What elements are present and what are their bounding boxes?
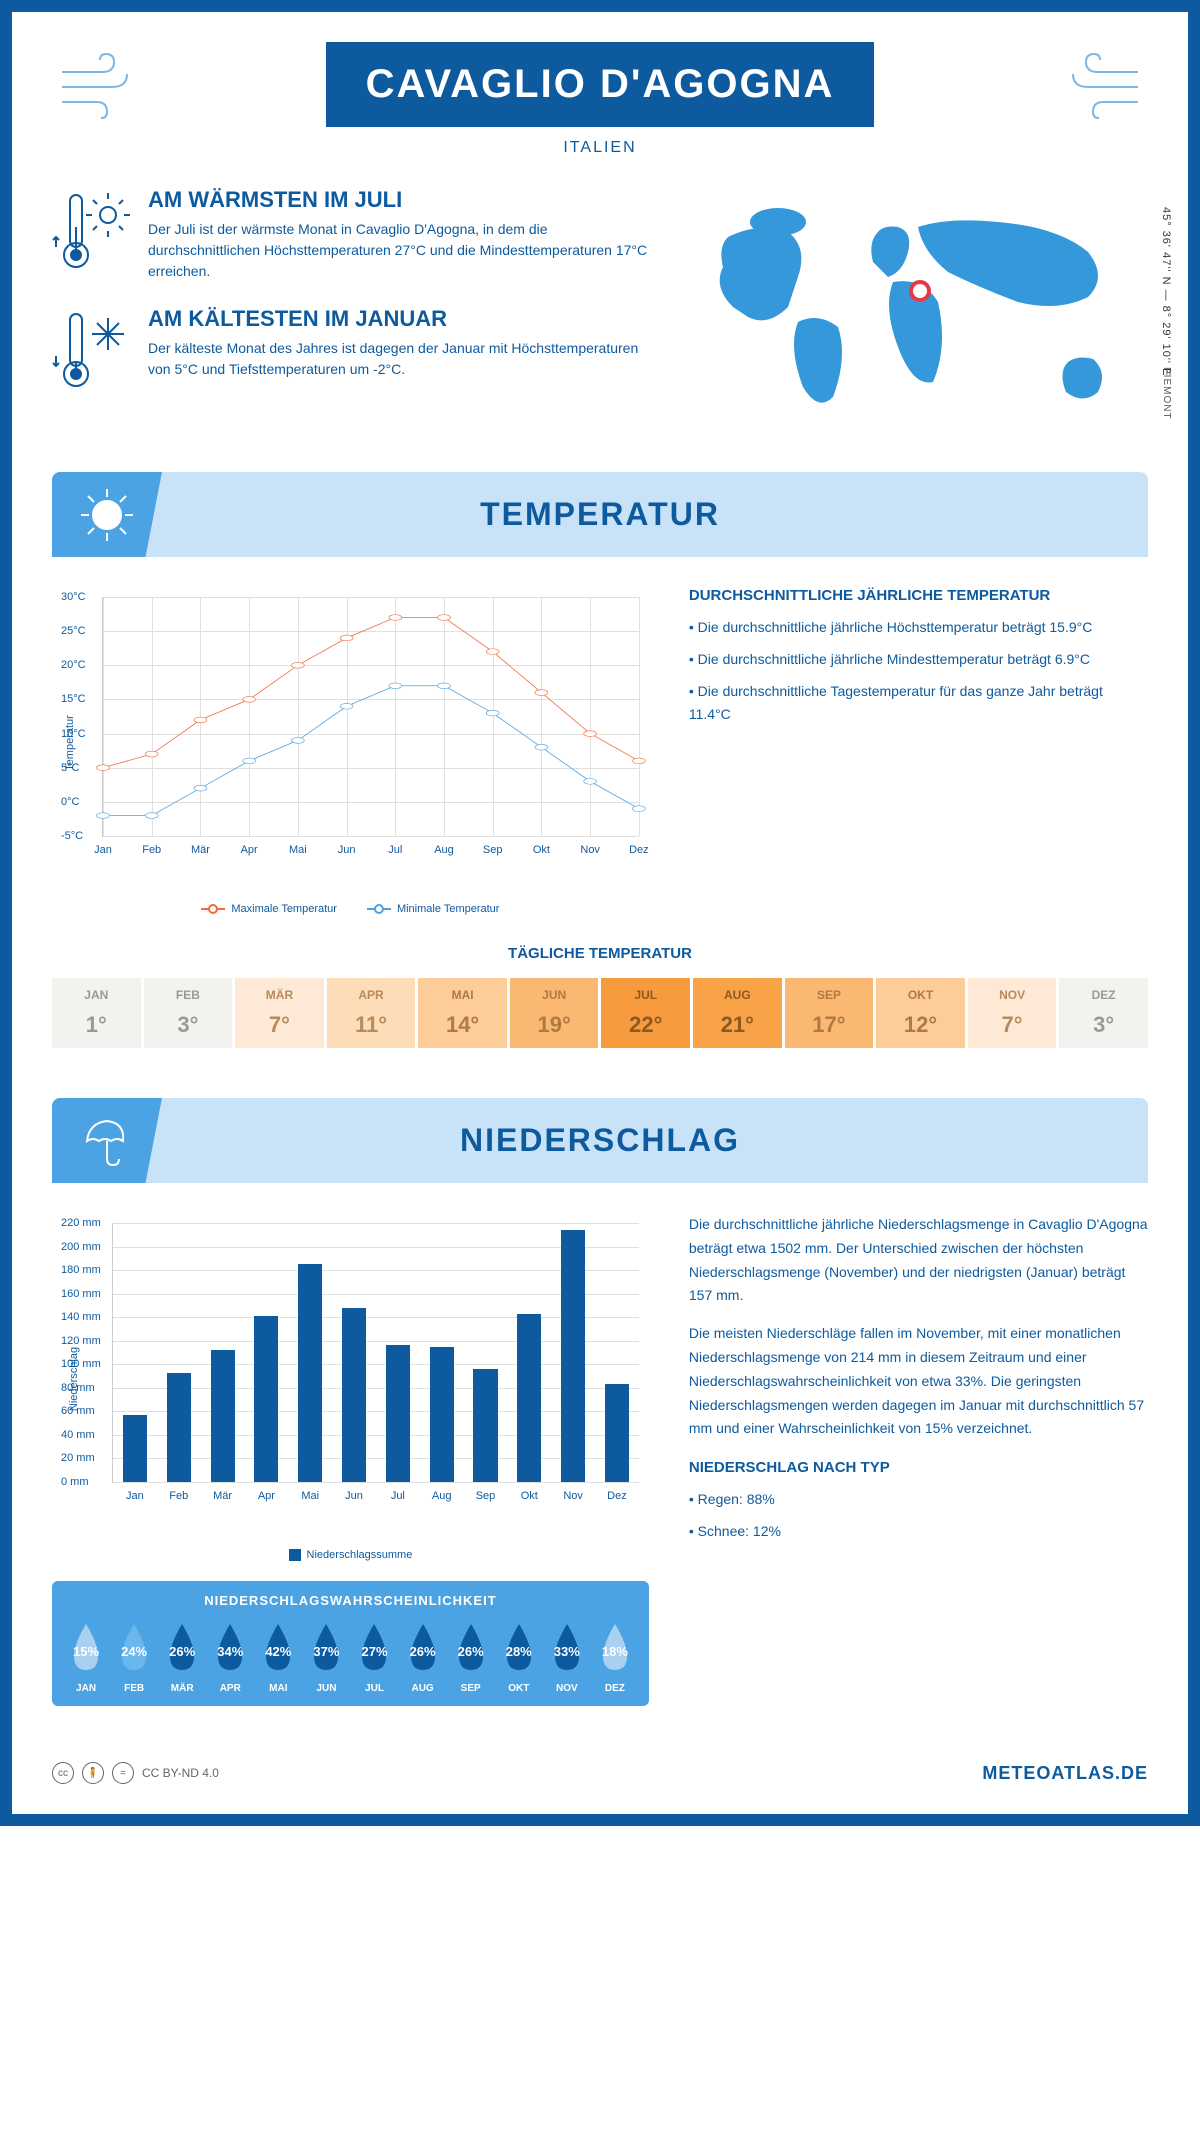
infographic-frame: CAVAGLIO D'AGOGNA ITALIEN AM WÄRMSTEN IM… <box>0 0 1200 1826</box>
by-type-item: • Schnee: 12% <box>689 1520 1148 1544</box>
by-type-item: • Regen: 88% <box>689 1488 1148 1512</box>
temp-cell: MÄR7° <box>235 978 324 1048</box>
temp-cell: JUN19° <box>510 978 599 1048</box>
temp-cell: JAN1° <box>52 978 141 1048</box>
bar <box>386 1345 410 1482</box>
probability-drop: 26%MÄR <box>160 1620 204 1694</box>
thermometer-cold-icon <box>52 306 132 401</box>
probability-drop: 34%APR <box>208 1620 252 1694</box>
probability-drop: 27%JUL <box>352 1620 396 1694</box>
probability-drop: 24%FEB <box>112 1620 156 1694</box>
precipitation-heading: NIEDERSCHLAG <box>76 1122 1124 1159</box>
temp-bullet: • Die durchschnittliche jährliche Höchst… <box>689 616 1148 640</box>
bar <box>473 1369 497 1482</box>
temp-cell: JUL22° <box>601 978 690 1048</box>
temperature-section-header: TEMPERATUR <box>52 472 1148 557</box>
thermometer-hot-icon <box>52 187 132 282</box>
nd-icon: = <box>112 1762 134 1784</box>
bar <box>561 1230 585 1482</box>
daily-temp-title: TÄGLICHE TEMPERATUR <box>52 945 1148 962</box>
sun-icon <box>52 472 162 557</box>
bar <box>211 1350 235 1482</box>
bar <box>167 1373 191 1482</box>
license-badge: cc 🧍 = CC BY-ND 4.0 <box>52 1762 219 1784</box>
bar <box>517 1314 541 1482</box>
probability-drop: 26%SEP <box>449 1620 493 1694</box>
temperature-heading: TEMPERATUR <box>76 496 1124 533</box>
y-axis-label: Niederschlag <box>68 1347 80 1411</box>
bar <box>254 1316 278 1482</box>
temperature-description: DURCHSCHNITTLICHE JÄHRLICHE TEMPERATUR •… <box>689 587 1148 915</box>
bar <box>298 1264 322 1482</box>
temp-cell: NOV7° <box>968 978 1057 1048</box>
precip-p2: Die meisten Niederschläge fallen im Nove… <box>689 1322 1148 1441</box>
coldest-title: AM KÄLTESTEN IM JANUAR <box>148 306 648 332</box>
probability-drop: 26%AUG <box>401 1620 445 1694</box>
wind-icon <box>52 52 142 127</box>
probability-drop: 18%DEZ <box>593 1620 637 1694</box>
cc-icon: cc <box>52 1762 74 1784</box>
bar <box>123 1415 147 1482</box>
chart-legend: Maximale Temperatur Minimale Temperatur <box>52 903 649 915</box>
temp-bullet: • Die durchschnittliche Tagestemperatur … <box>689 680 1148 728</box>
precipitation-section-header: NIEDERSCHLAG <box>52 1098 1148 1183</box>
temp-desc-title: DURCHSCHNITTLICHE JÄHRLICHE TEMPERATUR <box>689 587 1148 604</box>
temp-cell: OKT12° <box>876 978 965 1048</box>
wind-icon <box>1058 52 1148 127</box>
by-icon: 🧍 <box>82 1762 104 1784</box>
umbrella-icon <box>52 1098 162 1183</box>
bar-legend-label: Niederschlagssumme <box>307 1549 413 1561</box>
brand-label: METEOATLAS.DE <box>982 1763 1148 1784</box>
bar <box>430 1347 454 1482</box>
world-map: 45° 36' 47'' N — 8° 29' 10'' E PIEMONT <box>688 187 1148 432</box>
page-title: CAVAGLIO D'AGOGNA <box>326 42 875 127</box>
probability-drop: 37%JUN <box>304 1620 348 1694</box>
temp-bullet: • Die durchschnittliche jährliche Mindes… <box>689 648 1148 672</box>
probability-drop: 33%NOV <box>545 1620 589 1694</box>
temp-cell: FEB3° <box>144 978 233 1048</box>
country-subtitle: ITALIEN <box>52 139 1148 157</box>
bar-legend: Niederschlagssumme <box>52 1549 649 1561</box>
precipitation-bar-chart: Niederschlag 0 mm20 mm40 mm60 mm80 mm100… <box>52 1213 649 1533</box>
bar <box>342 1308 366 1482</box>
daily-temperature-table: JAN1°FEB3°MÄR7°APR11°MAI14°JUN19°JUL22°A… <box>52 978 1148 1048</box>
footer: cc 🧍 = CC BY-ND 4.0 METEOATLAS.DE <box>52 1746 1148 1784</box>
region-label: PIEMONT <box>1161 367 1172 420</box>
warmest-title: AM WÄRMSTEN IM JULI <box>148 187 648 213</box>
prob-title: NIEDERSCHLAGSWAHRSCHEINLICHKEIT <box>64 1593 637 1608</box>
header: CAVAGLIO D'AGOGNA ITALIEN <box>52 42 1148 157</box>
coldest-block: AM KÄLTESTEN IM JANUAR Der kälteste Mona… <box>52 306 648 401</box>
summary-row: AM WÄRMSTEN IM JULI Der Juli ist der wär… <box>52 187 1148 432</box>
legend-max: Maximale Temperatur <box>231 903 337 915</box>
location-marker-icon <box>909 280 931 302</box>
temperature-line-chart: Temperatur -5°C0°C5°C10°C15°C20°C25°C30°… <box>52 587 649 915</box>
temp-cell: DEZ3° <box>1059 978 1148 1048</box>
temp-cell: MAI14° <box>418 978 507 1048</box>
temp-cell: APR11° <box>327 978 416 1048</box>
probability-drop: 42%MAI <box>256 1620 300 1694</box>
bar <box>605 1384 629 1482</box>
by-type-title: NIEDERSCHLAG NACH TYP <box>689 1459 1148 1476</box>
coldest-text: Der kälteste Monat des Jahres ist dagege… <box>148 338 648 380</box>
coordinates-label: 45° 36' 47'' N — 8° 29' 10'' E <box>1160 207 1172 376</box>
warmest-text: Der Juli ist der wärmste Monat in Cavagl… <box>148 219 648 282</box>
map-svg <box>688 187 1148 427</box>
license-text: CC BY-ND 4.0 <box>142 1766 219 1780</box>
precip-p1: Die durchschnittliche jährliche Niedersc… <box>689 1213 1148 1308</box>
temp-cell: AUG21° <box>693 978 782 1048</box>
warmest-block: AM WÄRMSTEN IM JULI Der Juli ist der wär… <box>52 187 648 282</box>
legend-min: Minimale Temperatur <box>397 903 500 915</box>
probability-drop: 15%JAN <box>64 1620 108 1694</box>
precipitation-description: Die durchschnittliche jährliche Niedersc… <box>689 1213 1148 1706</box>
probability-drop: 28%OKT <box>497 1620 541 1694</box>
temp-cell: SEP17° <box>785 978 874 1048</box>
precipitation-probability-box: NIEDERSCHLAGSWAHRSCHEINLICHKEIT 15%JAN24… <box>52 1581 649 1706</box>
